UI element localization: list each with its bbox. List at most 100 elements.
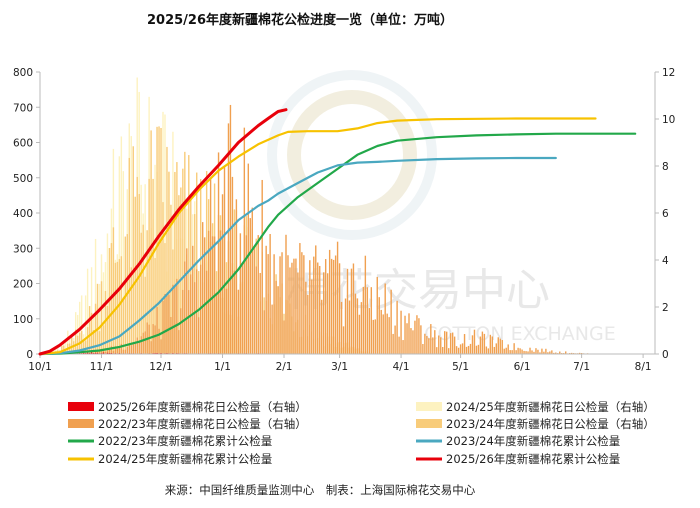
daily-bar [114,346,117,354]
daily-bar [434,330,436,354]
daily-bar [507,344,509,354]
daily-bar [73,341,75,354]
daily-bar [217,152,220,354]
daily-bar [112,350,115,354]
daily-bar [100,349,103,354]
daily-bar [269,233,271,354]
daily-bar [315,245,317,354]
daily-bar [221,194,224,354]
x-tick-label: 8/1 [635,361,652,373]
daily-bar [297,272,299,354]
daily-bar [126,347,128,354]
right-tick-label: 2 [662,302,669,314]
daily-bar [511,350,513,354]
daily-bar [94,238,97,354]
daily-bar [106,352,109,354]
daily-bar [128,157,130,354]
daily-bar [440,337,442,354]
daily-bar [299,243,301,354]
daily-bar [436,347,438,354]
daily-bar [90,267,93,354]
daily-bar [96,352,99,354]
legend-item-cum_2324: 2023/24年度新疆棉花累计公检量 [416,434,620,448]
daily-bar [170,317,172,354]
legend-item-cum_2223: 2022/23年度新疆棉花累计公检量 [68,434,272,448]
daily-bar [362,286,365,354]
daily-bar [442,346,444,354]
daily-bar [531,350,533,354]
daily-bar [253,247,255,354]
daily-bar [303,255,305,354]
daily-bar [549,351,551,354]
daily-bar [420,325,422,354]
daily-bar [90,352,93,354]
daily-bar [396,300,398,354]
daily-bar [322,272,325,354]
daily-bar [529,347,531,354]
x-tick-label: 2/1 [276,361,293,373]
daily-bar [223,167,226,354]
daily-bar [94,352,97,354]
daily-bar [96,283,99,354]
daily-bar [485,346,488,354]
daily-bar [231,176,234,354]
daily-bar [209,178,212,354]
daily-bar [481,331,484,354]
cumulative-line-cum_2324 [38,156,557,356]
x-tick-label: 5/1 [452,361,469,373]
daily-bar [174,285,176,354]
daily-bar [287,255,289,354]
cumulative-line-cum_2223 [38,132,637,356]
left-tick-label: 600 [13,138,33,150]
daily-bar [100,281,103,354]
daily-bar [148,324,150,354]
x-tick-label: 3/1 [331,361,348,373]
daily-bar [104,351,107,354]
legend-item-cum_2425: 2024/25年度新疆棉花累计公检量 [68,452,272,466]
right-tick-label: 12 [662,67,675,79]
daily-bar [102,325,105,354]
daily-bar [408,313,410,354]
daily-bar [198,271,200,354]
legend-swatch [416,419,442,428]
daily-bar [356,298,359,354]
daily-bar [140,232,142,354]
daily-bar [237,289,240,354]
daily-bar [140,336,142,354]
x-tick-label: 6/1 [514,361,531,373]
daily-bar [211,236,214,354]
daily-bar [98,331,101,354]
legend-item-cum_2526: 2025/26年度新疆棉花累计公检量 [416,452,620,466]
legend-swatch [68,402,94,411]
daily-bar [178,330,180,354]
legend-item-daily_2526: 2025/26年度新疆棉花日公检量（右轴） [68,400,307,414]
daily-bar [459,344,462,354]
daily-bar [346,268,349,354]
daily-bar [402,340,404,354]
daily-bar [235,199,238,354]
daily-bar [497,337,499,354]
daily-bar [152,324,154,354]
watermark-ring-inner [287,90,417,220]
daily-bar [142,332,144,354]
daily-bar [203,237,206,354]
daily-bar [372,319,374,354]
daily-bar [370,287,373,354]
daily-bar [150,130,152,354]
axes-layer: 0 100 200 300 400 500 600 700 800 0 2 4 6 8 10 12 10/1 11… [13,67,675,373]
daily-bar [424,333,426,354]
legend-label: 2023/24年度新疆棉花日公检量（右轴） [446,417,655,431]
daily-bar [205,171,208,354]
daily-bar [265,245,267,354]
legend-label: 2022/23年度新疆棉花累计公检量 [98,434,272,448]
daily-bar [144,184,146,354]
daily-bar [247,163,250,354]
daily-bar [227,123,230,354]
x-tick-label: 7/1 [573,361,590,373]
daily-bar [291,262,293,354]
daily-bar [174,171,176,354]
daily-bar [340,301,343,354]
daily-bar [176,162,178,354]
daily-bar [122,349,125,354]
